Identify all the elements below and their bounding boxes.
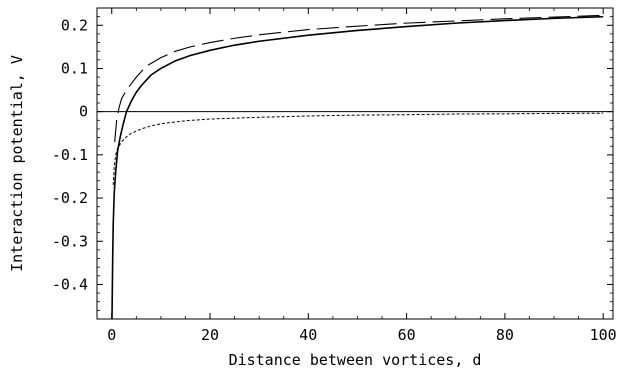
y-axis-title: Interaction potential, V	[8, 55, 26, 272]
x-tick-label: 60	[398, 326, 416, 344]
y-tick-label: -0.4	[52, 275, 88, 293]
tick-layer	[97, 7, 613, 320]
x-tick-label: 20	[201, 326, 219, 344]
y-tick-label: 0.2	[61, 16, 88, 34]
series-line-1-solid	[111, 15, 604, 320]
series-layer	[111, 14, 604, 320]
x-tick-label: 0	[107, 326, 116, 344]
x-axis-title: Distance between vortices, d	[229, 351, 482, 369]
y-tick-label: -0.3	[52, 232, 88, 250]
x-tick-label: 40	[299, 326, 317, 344]
label-layer: 0 20 40 60 80 100 0.2 0.1 0 -0.1 -0.2 -0.3 -0.4	[52, 16, 617, 344]
series-line-2-long-dash	[114, 14, 604, 142]
x-tick-label: 80	[496, 326, 514, 344]
y-tick-label: 0.1	[61, 59, 88, 77]
y-tick-label: -0.2	[52, 189, 88, 207]
y-tick-label: 0	[79, 103, 88, 121]
series-line-3-dotted	[112, 112, 604, 186]
y-tick-label: -0.1	[52, 146, 88, 164]
x-tick-label: 100	[590, 326, 617, 344]
